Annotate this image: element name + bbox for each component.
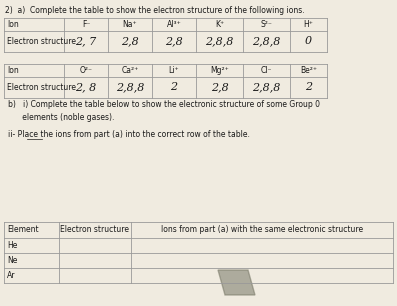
Text: O²⁻: O²⁻: [79, 66, 93, 75]
Text: Ca²⁺: Ca²⁺: [121, 66, 139, 75]
Text: 2: 2: [170, 83, 177, 92]
Text: Cl⁻: Cl⁻: [261, 66, 272, 75]
Text: 2,8,8: 2,8,8: [116, 83, 144, 92]
Text: He: He: [7, 241, 17, 250]
Text: H⁺: H⁺: [304, 20, 314, 29]
Text: ii- Place the ions from part (a) into the correct row of the table.: ii- Place the ions from part (a) into th…: [8, 130, 250, 139]
Text: Na⁺: Na⁺: [123, 20, 137, 29]
Text: Ion: Ion: [7, 66, 19, 75]
Text: Ions from part (a) with the same electronic structure: Ions from part (a) with the same electro…: [161, 226, 363, 234]
Text: Electron structure: Electron structure: [7, 37, 76, 46]
Text: Electron structure: Electron structure: [7, 83, 76, 92]
Text: Ion: Ion: [7, 20, 19, 29]
Text: Ne: Ne: [7, 256, 17, 265]
Polygon shape: [218, 270, 255, 295]
Text: 2,8,8: 2,8,8: [252, 83, 281, 92]
Text: 2)  a)  Complete the table to show the electron structure of the following ions.: 2) a) Complete the table to show the ele…: [5, 6, 304, 15]
Text: b)   i) Complete the table below to show the electronic structure of some Group : b) i) Complete the table below to show t…: [8, 100, 320, 109]
Text: Al³⁺: Al³⁺: [167, 20, 181, 29]
Text: S²⁻: S²⁻: [260, 20, 272, 29]
Text: Mg²⁺: Mg²⁺: [210, 66, 229, 75]
Text: 2,8: 2,8: [121, 36, 139, 47]
Text: 0: 0: [305, 36, 312, 47]
Text: 2,8: 2,8: [211, 83, 228, 92]
Text: 2,8: 2,8: [165, 36, 183, 47]
Text: 2,8,8: 2,8,8: [205, 36, 234, 47]
Text: Element: Element: [7, 226, 39, 234]
Text: Ar: Ar: [7, 271, 15, 280]
Text: F⁻: F⁻: [82, 20, 90, 29]
Text: Electron structure: Electron structure: [60, 226, 129, 234]
Text: 2, 8: 2, 8: [75, 83, 96, 92]
Text: 2,8,8: 2,8,8: [252, 36, 281, 47]
Text: Li⁺: Li⁺: [169, 66, 179, 75]
Text: elements (noble gases).: elements (noble gases).: [8, 113, 114, 122]
Text: 2, 7: 2, 7: [75, 36, 96, 47]
Text: Be²⁺: Be²⁺: [300, 66, 317, 75]
Text: 2: 2: [305, 83, 312, 92]
Text: K⁺: K⁺: [215, 20, 224, 29]
